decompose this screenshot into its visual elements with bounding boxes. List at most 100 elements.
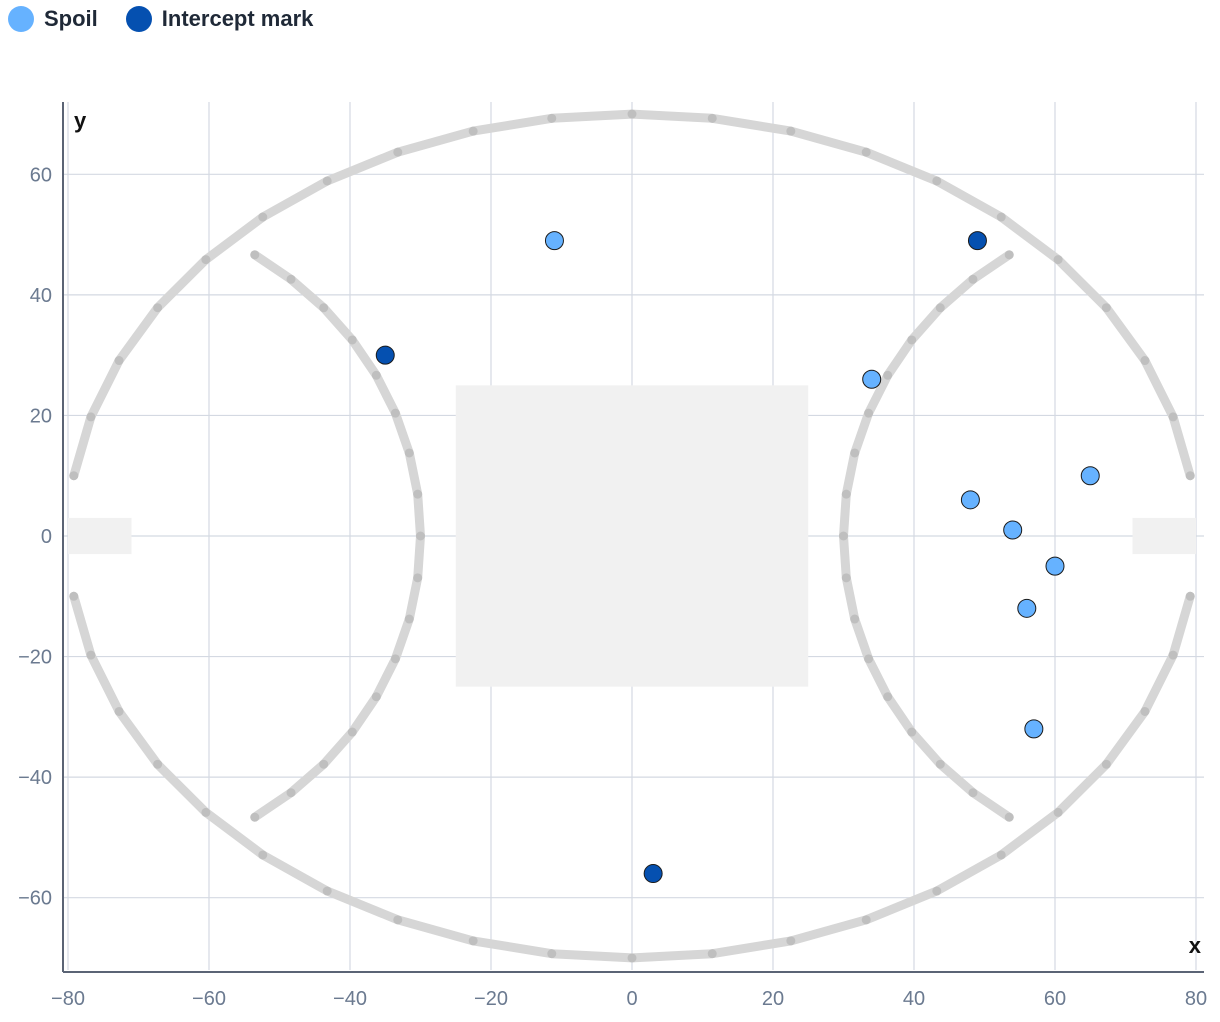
- boundary-top-vertex: [468, 126, 478, 136]
- boundary-top-vertex: [1185, 471, 1195, 481]
- x-tick-label: 20: [762, 988, 784, 1010]
- x-tick-label: −40: [333, 988, 367, 1010]
- boundary-bottom-vertex: [258, 850, 268, 860]
- arc-left-vertex: [390, 654, 400, 664]
- point-spoil: [862, 369, 882, 389]
- arc-right-vertex: [907, 727, 917, 737]
- centre-square: [455, 385, 809, 687]
- x-tick-label: −60: [192, 988, 226, 1010]
- legend: Spoil Intercept mark: [8, 6, 313, 32]
- boundary-bottom-vertex: [627, 953, 637, 963]
- arc-left-vertex: [416, 531, 425, 541]
- boundary-bottom-vertex: [861, 915, 871, 925]
- arc-right-vertex: [907, 335, 917, 345]
- boundary-top-vertex: [201, 255, 211, 265]
- point-spoil: [544, 231, 564, 251]
- boundary-top-vertex: [114, 356, 124, 366]
- y-tick-label: 60: [30, 164, 52, 186]
- boundary-top-vertex: [69, 471, 79, 481]
- boundary-bottom-vertex: [1053, 807, 1063, 817]
- x-tick-label: 40: [903, 988, 925, 1010]
- data-points: [375, 231, 1100, 884]
- legend-label-spoil: Spoil: [44, 6, 98, 31]
- boundary-top-vertex: [996, 212, 1006, 222]
- y-axis-title: y: [74, 108, 87, 133]
- goal-square-left: [68, 517, 132, 555]
- point-intercept-mark: [643, 864, 663, 884]
- boundary-bottom-vertex: [114, 706, 124, 716]
- arc-right-vertex: [850, 448, 860, 458]
- boundary-bottom-vertex: [69, 591, 79, 601]
- x-tick-label: 80: [1185, 988, 1207, 1010]
- boundary-bottom-vertex: [468, 936, 478, 946]
- boundary-top-vertex: [258, 212, 268, 222]
- football-field: [68, 109, 1196, 963]
- boundary-bottom-vertex: [932, 886, 942, 896]
- arc-right-vertex: [841, 489, 851, 499]
- boundary-top-vertex: [1101, 303, 1111, 313]
- boundary-top-vertex: [786, 126, 796, 136]
- boundary-top-vertex: [1168, 412, 1178, 422]
- arc-left-vertex: [413, 573, 423, 583]
- arc-left-vertex: [347, 727, 357, 737]
- boundary-bottom-vertex: [153, 759, 163, 769]
- arc-right-vertex: [864, 408, 874, 418]
- legend-label-intercept-mark: Intercept mark: [161, 6, 314, 31]
- boundary-bottom-vertex: [393, 915, 403, 925]
- legend-swatch-intercept-mark: [125, 6, 152, 32]
- boundary-bottom-vertex: [201, 807, 211, 817]
- boundary-top-vertex: [932, 176, 942, 186]
- point-spoil: [960, 490, 980, 510]
- point-spoil: [1045, 556, 1065, 576]
- point-spoil: [1024, 719, 1044, 739]
- boundary-top-vertex: [86, 412, 96, 422]
- boundary-top-vertex: [393, 147, 403, 157]
- boundary-top-vertex: [861, 147, 871, 157]
- boundary-top-vertex: [153, 303, 163, 313]
- arc-right-vertex: [883, 692, 893, 702]
- arc-right-vertex: [968, 274, 978, 284]
- arc-right-vertex: [841, 573, 851, 583]
- arc-right-vertex: [935, 303, 945, 313]
- legend-item-intercept-mark[interactable]: Intercept mark: [125, 6, 314, 32]
- y-tick-label: 40: [30, 285, 52, 307]
- arc-right-vertex: [864, 654, 874, 664]
- boundary-top-vertex: [547, 113, 557, 123]
- x-axis-title: x: [1189, 933, 1202, 958]
- arc-right-vertex: [883, 370, 893, 380]
- boundary-bottom-vertex: [1185, 591, 1195, 601]
- boundary-top-vertex: [707, 113, 717, 123]
- point-intercept-mark: [967, 231, 987, 251]
- arc-right-vertex: [1004, 812, 1014, 822]
- y-tick-label: 20: [30, 405, 52, 427]
- point-spoil: [1080, 466, 1100, 486]
- arc-right-vertex: [968, 788, 978, 798]
- arc-left-vertex: [319, 303, 329, 313]
- x-tick-label: 0: [626, 988, 637, 1010]
- legend-item-spoil[interactable]: Spoil: [8, 6, 98, 32]
- arc-right-vertex: [1004, 250, 1014, 260]
- arc-left-vertex: [286, 274, 296, 284]
- point-spoil: [1003, 520, 1023, 540]
- boundary-top-vertex: [1053, 255, 1063, 265]
- y-tick-label: 0: [41, 526, 52, 548]
- boundary-bottom-vertex: [547, 949, 557, 959]
- goal-square-right: [1132, 517, 1196, 555]
- x-tick-label: −20: [474, 988, 508, 1010]
- y-tick-label: −20: [18, 647, 52, 669]
- arc-right-vertex: [850, 614, 860, 624]
- boundary-bottom-vertex: [996, 850, 1006, 860]
- point-intercept-mark: [375, 345, 395, 365]
- point-spoil: [1017, 598, 1037, 618]
- arc-left-vertex: [250, 250, 260, 260]
- boundary-bottom-vertex: [786, 936, 796, 946]
- y-tick-label: −60: [18, 888, 52, 910]
- arc-left-vertex: [404, 448, 414, 458]
- arc-left-vertex: [371, 370, 381, 380]
- boundary-top-vertex: [1140, 356, 1150, 366]
- boundary-top-vertex: [627, 109, 637, 119]
- arc-left-vertex: [413, 489, 423, 499]
- boundary-top-vertex: [322, 176, 332, 186]
- arc-left-vertex: [404, 614, 414, 624]
- axes: −80 −60 −40 −20 0 20 40 60 80 −60 −40 −20 0 20 40 60 y x: [18, 102, 1207, 1010]
